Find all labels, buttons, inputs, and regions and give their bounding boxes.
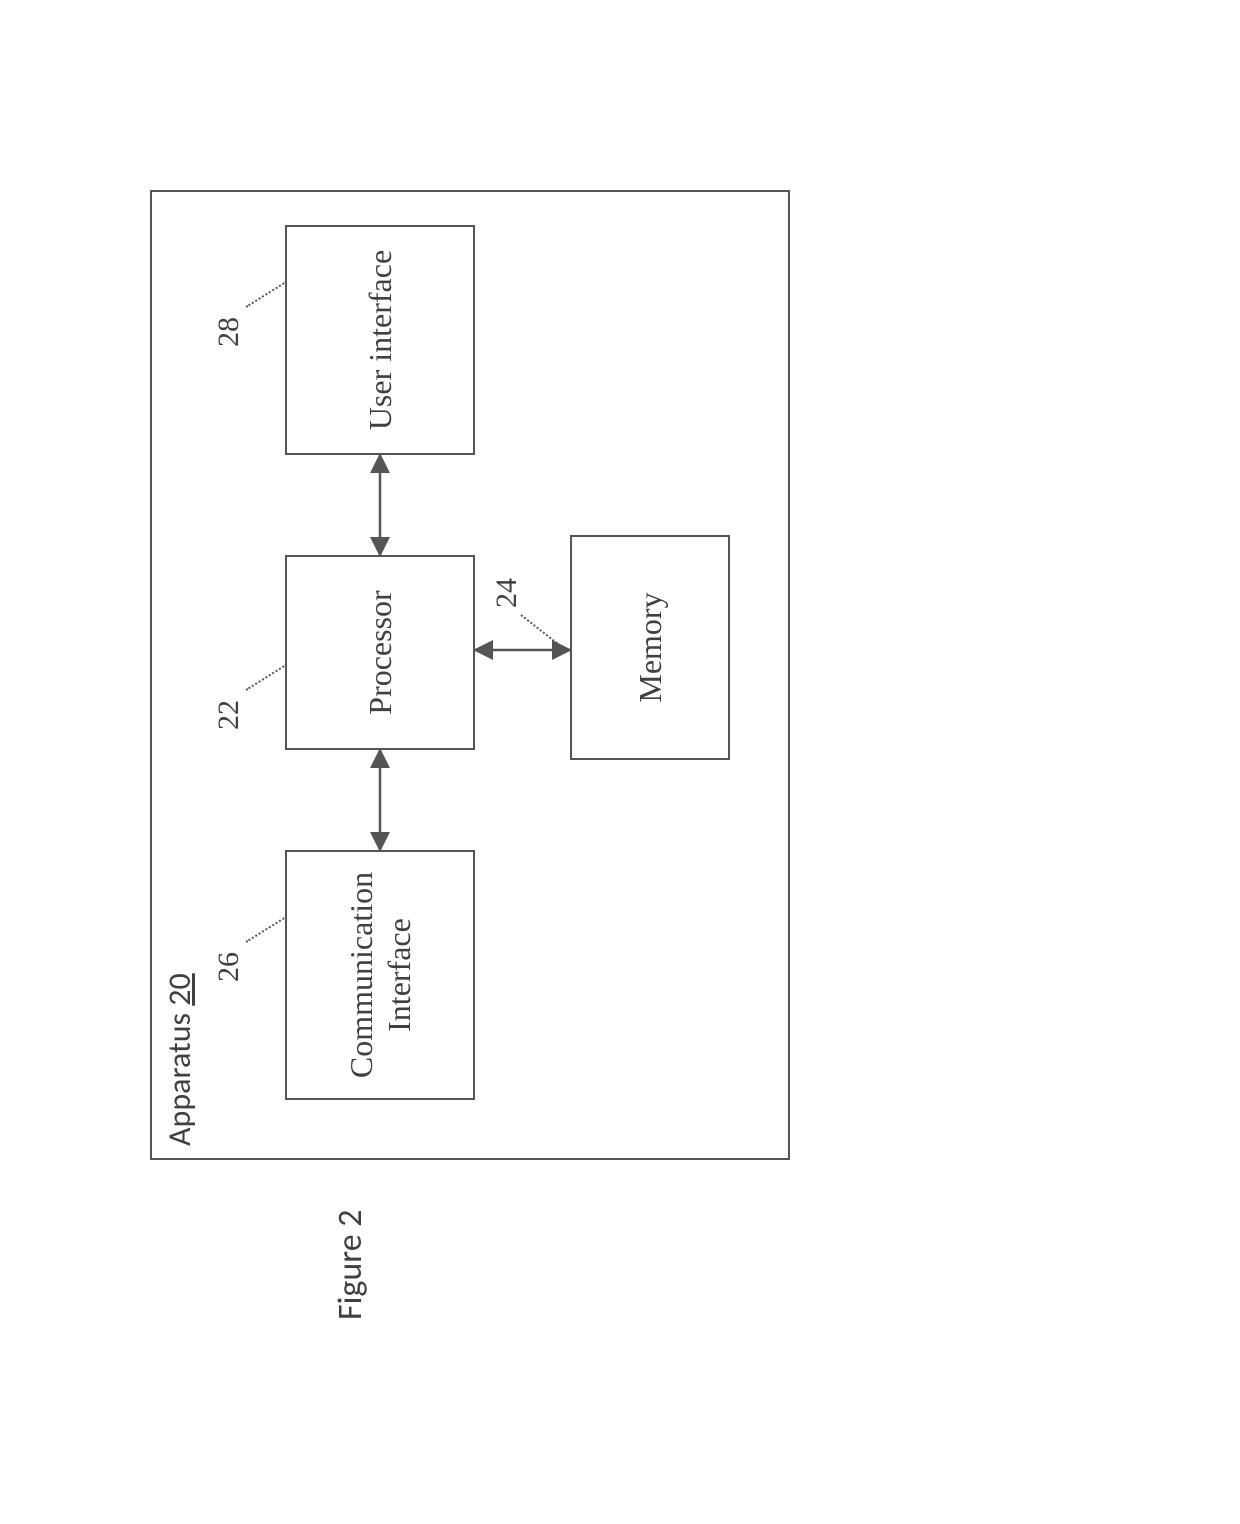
figure-caption: Figure 2 [330,1209,371,1320]
ref-28: 28 [212,317,246,347]
figure-caption-text: Figure 2 [330,1209,371,1320]
diagram-canvas: Apparatus 20 Communication Interface Pro… [0,0,1240,1524]
ref-22: 22 [212,700,246,730]
apparatus-group: Apparatus 20 Communication Interface Pro… [150,190,790,1160]
ref-26: 26 [212,952,246,982]
connections [150,190,790,1160]
ref-24: 24 [490,578,524,608]
